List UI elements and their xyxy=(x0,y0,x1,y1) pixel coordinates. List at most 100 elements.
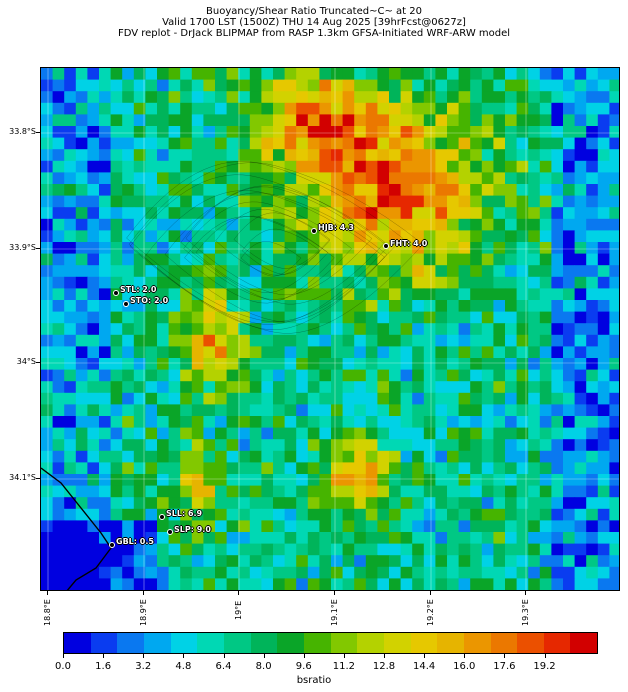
lon-tick xyxy=(47,591,48,595)
colorbar-tick xyxy=(223,654,225,658)
colorbar-swatch xyxy=(357,633,384,653)
terrain-contour xyxy=(164,192,388,322)
lon-label-19-0: 19°E xyxy=(234,600,243,620)
colorbar-swatch xyxy=(303,633,331,653)
terrain-contour xyxy=(215,208,331,276)
lon-tick xyxy=(525,591,526,595)
colorbar-tick xyxy=(263,654,265,658)
colorbar-swatch xyxy=(197,633,224,653)
terrain-contour xyxy=(180,185,386,305)
lon-label-19-2: 19.2°E xyxy=(426,599,435,626)
lon-label-18-8: 18.8°E xyxy=(43,599,52,626)
lat-tick xyxy=(36,132,40,133)
colorbar-tick xyxy=(103,654,105,658)
terrain-contour xyxy=(126,161,403,322)
colorbar-tick xyxy=(303,654,305,658)
coastline xyxy=(41,467,112,590)
colorbar-tick-label: 6.4 xyxy=(215,661,232,672)
colorbar-swatch xyxy=(410,633,438,653)
colorbar-tick xyxy=(384,654,385,658)
station-label-gbl[interactable]: GBL: 0.5 xyxy=(116,537,154,546)
colorbar-swatch xyxy=(463,633,491,653)
colorbar-swatch xyxy=(383,633,411,653)
station-label-sll[interactable]: SLL: 6.9 xyxy=(166,509,203,518)
map-title-line1: Buoyancy/Shear Ratio Truncated~C~ at 20 xyxy=(206,6,422,17)
lon-label-19-1: 19.1°E xyxy=(330,599,339,626)
map-title-line2: Valid 1700 LST (1500Z) THU 14 Aug 2025 [… xyxy=(162,17,466,28)
lat-label-33-8: 33.8°S xyxy=(9,127,36,136)
map-plot-area[interactable] xyxy=(40,67,620,591)
lat-label-33-9: 33.9°S xyxy=(9,243,36,252)
lat-label-34-1: 34.1°S xyxy=(9,473,36,482)
terrain-contour xyxy=(240,241,302,277)
lon-tick xyxy=(430,591,431,595)
colorbar-tick-label: 1.6 xyxy=(95,661,112,672)
lat-tick xyxy=(36,478,40,479)
colorbar-tick-label: 4.8 xyxy=(175,661,192,672)
colorbar-tick-label: 11.2 xyxy=(332,661,356,672)
colorbar-tick xyxy=(544,654,546,658)
lat-label-34-0: 34°S xyxy=(16,357,36,366)
lat-tick xyxy=(36,362,40,363)
colorbar-swatch xyxy=(437,633,464,653)
colorbar-tick xyxy=(183,654,185,658)
lat-tick xyxy=(36,248,40,249)
colorbar-swatch xyxy=(90,633,118,653)
colorbar-swatch xyxy=(570,633,598,653)
colorbar-swatch xyxy=(117,633,144,653)
colorbar-swatch xyxy=(543,633,571,653)
colorbar-tick-label: 0.0 xyxy=(55,661,71,672)
colorbar-swatch xyxy=(250,633,278,653)
lon-tick xyxy=(334,591,335,595)
terrain-contour xyxy=(184,215,335,304)
station-label-stl[interactable]: STL: 2.0 xyxy=(120,285,157,294)
colorbar-tick xyxy=(343,654,345,658)
lon-label-18-9: 18.9°E xyxy=(139,599,148,626)
station-label-slp[interactable]: SLP: 9.0 xyxy=(174,525,211,534)
colorbar-swatch xyxy=(277,633,304,653)
terrain-contour xyxy=(233,212,331,269)
station-marker[interactable] xyxy=(123,301,129,307)
station-marker[interactable] xyxy=(109,542,115,548)
station-marker[interactable] xyxy=(383,243,389,249)
lon-tick xyxy=(238,591,239,595)
station-marker[interactable] xyxy=(311,228,317,234)
colorbar-swatch xyxy=(64,633,91,653)
station-marker[interactable] xyxy=(167,529,173,535)
bsratio-grid xyxy=(41,68,619,590)
terrain-contour xyxy=(144,190,385,331)
colorbar-tick xyxy=(424,654,426,658)
terrain-contour xyxy=(185,186,373,296)
colorbar-title: bsratio xyxy=(296,675,332,686)
colorbar xyxy=(63,632,598,654)
station-marker[interactable] xyxy=(159,514,165,520)
colorbar-tick-label: 19.2 xyxy=(533,661,556,672)
colorbar-swatch xyxy=(517,633,544,653)
colorbar-tick-label: 12.8 xyxy=(372,661,396,672)
colorbar-tick-label: 3.2 xyxy=(135,661,152,672)
terrain-contour xyxy=(195,215,329,293)
terrain-contour xyxy=(128,162,424,334)
colorbar-tick xyxy=(63,654,64,658)
colorbar-tick-label: 14.4 xyxy=(412,661,436,672)
colorbar-tick-label: 17.6 xyxy=(493,661,516,672)
colorbar-tick-label: 9.6 xyxy=(295,661,312,672)
colorbar-swatch xyxy=(170,633,198,653)
lon-label-19-3: 19.3°E xyxy=(521,599,530,626)
station-marker[interactable] xyxy=(113,290,119,296)
lon-tick xyxy=(143,591,144,595)
colorbar-tick-label: 16.0 xyxy=(453,661,476,672)
station-label-fht[interactable]: FHT: 4.0 xyxy=(390,239,428,248)
colorbar-tick xyxy=(464,654,466,658)
terrain-contour xyxy=(183,201,353,300)
colorbar-swatch xyxy=(330,633,358,653)
map-title-line3: FDV replot - DrJack BLIPMAP from RASP 1.… xyxy=(117,28,511,39)
terrain-contour xyxy=(241,228,321,275)
colorbar-tick xyxy=(504,654,506,658)
colorbar-swatch xyxy=(223,633,251,653)
station-label-sto[interactable]: STO: 2.0 xyxy=(130,296,169,305)
colorbar-swatch xyxy=(490,633,518,653)
colorbar-swatch xyxy=(143,633,171,653)
station-label-hjb[interactable]: HJB: 4.3 xyxy=(318,223,354,232)
colorbar-tick-label: 8.0 xyxy=(255,661,272,672)
